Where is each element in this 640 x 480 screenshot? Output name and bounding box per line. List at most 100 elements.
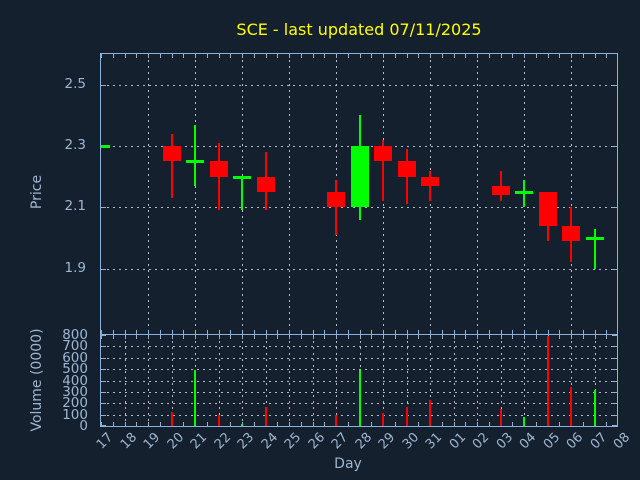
candle-wick-22: [217, 142, 220, 211]
candle-doji-04: [515, 190, 533, 194]
tick-mark: [612, 335, 617, 336]
price-ytick-label: 2.3: [64, 136, 86, 153]
tick-mark: [101, 346, 106, 348]
tick-mark: [101, 422, 102, 426]
tick-mark: [124, 335, 126, 339]
tick-mark: [571, 330, 572, 334]
candle-wick-27: [335, 179, 337, 235]
candle-body-22: [209, 161, 228, 177]
tick-mark: [101, 268, 106, 270]
grid-line-h: [101, 369, 617, 371]
tick-mark: [289, 335, 290, 339]
grid-line-h: [101, 346, 617, 348]
grid-line-v: [148, 335, 149, 426]
tick-mark: [101, 380, 106, 382]
tick-mark: [300, 330, 302, 334]
tick-mark: [582, 330, 584, 334]
candle-body-28: [350, 145, 369, 208]
tick-mark: [183, 54, 185, 58]
x-tick-label-20: 20: [164, 430, 188, 453]
grid-line-v: [124, 335, 126, 426]
tick-mark: [112, 335, 114, 339]
price-ytick-label: 1.9: [64, 259, 86, 276]
candle-wick-07: [593, 228, 596, 269]
tick-mark: [465, 54, 467, 58]
tick-mark: [206, 335, 208, 339]
tick-mark: [159, 54, 161, 58]
grid-line-v: [594, 335, 596, 426]
volume-bar-23: [241, 423, 243, 426]
grid-line-v: [171, 335, 173, 426]
volume-ytick-label: 100: [62, 406, 88, 423]
tick-mark: [371, 422, 373, 426]
tick-mark: [218, 54, 220, 58]
x-tick-label-28: 28: [352, 430, 376, 453]
tick-mark: [148, 335, 149, 339]
tick-mark: [359, 335, 361, 339]
tick-mark: [277, 335, 279, 339]
tick-mark: [500, 330, 502, 334]
volume-ytick-label: 400: [62, 372, 88, 389]
tick-mark: [371, 54, 373, 58]
volume-bar-22: [217, 415, 220, 426]
price-plot-area: [100, 53, 618, 334]
tick-mark: [195, 54, 196, 58]
tick-mark: [582, 335, 584, 339]
volume-bar-04: [523, 416, 525, 426]
candle-wick-23: [241, 176, 243, 211]
tick-mark: [347, 330, 349, 334]
tick-mark: [465, 422, 467, 426]
candle-body-24: [256, 176, 275, 192]
volume-bar-31: [429, 399, 431, 426]
tick-mark: [159, 335, 161, 339]
tick-mark: [612, 403, 617, 405]
grid-line-v: [289, 335, 290, 426]
tick-mark: [300, 54, 302, 58]
tick-mark: [230, 335, 232, 339]
tick-mark: [430, 330, 431, 334]
tick-mark: [242, 335, 243, 339]
volume-ytick-label: 200: [62, 395, 88, 412]
tick-mark: [477, 330, 478, 334]
tick-mark: [324, 335, 326, 339]
tick-mark: [159, 330, 161, 334]
tick-mark: [324, 54, 326, 58]
tick-mark: [242, 330, 243, 334]
tick-mark: [488, 335, 490, 339]
tick-mark: [606, 330, 608, 334]
tick-mark: [253, 335, 255, 339]
x-tick-label-17: 17: [94, 430, 117, 453]
chart-title: SCE - last updated 07/11/2025: [236, 20, 482, 39]
tick-mark: [477, 422, 478, 426]
tick-mark: [612, 380, 617, 382]
tick-mark: [606, 422, 608, 426]
grid-line-v: [453, 335, 455, 426]
tick-mark: [159, 422, 161, 426]
tick-mark: [406, 330, 408, 334]
x-tick-label-27: 27: [329, 430, 352, 453]
tick-mark: [289, 54, 290, 58]
volume-bar-20: [170, 412, 173, 426]
grid-line-v: [500, 335, 502, 426]
tick-mark: [265, 330, 267, 334]
volume-plot-area: [100, 334, 618, 427]
tick-mark: [112, 330, 114, 334]
tick-mark: [124, 422, 126, 426]
tick-mark: [206, 330, 208, 334]
tick-mark: [324, 422, 326, 426]
tick-mark: [101, 403, 106, 405]
tick-mark: [300, 335, 302, 339]
tick-mark: [101, 84, 106, 86]
candle-wick-20: [170, 133, 173, 199]
grid-line-v: [312, 335, 314, 426]
volume-bar-27: [335, 414, 337, 426]
candle-body-03: [491, 185, 510, 196]
tick-mark: [124, 54, 126, 58]
tick-mark: [477, 54, 478, 58]
tick-mark: [500, 335, 502, 339]
tick-mark: [394, 422, 396, 426]
tick-mark: [547, 330, 549, 334]
price-ytick-label: 2.1: [64, 198, 86, 215]
tick-mark: [512, 335, 514, 339]
